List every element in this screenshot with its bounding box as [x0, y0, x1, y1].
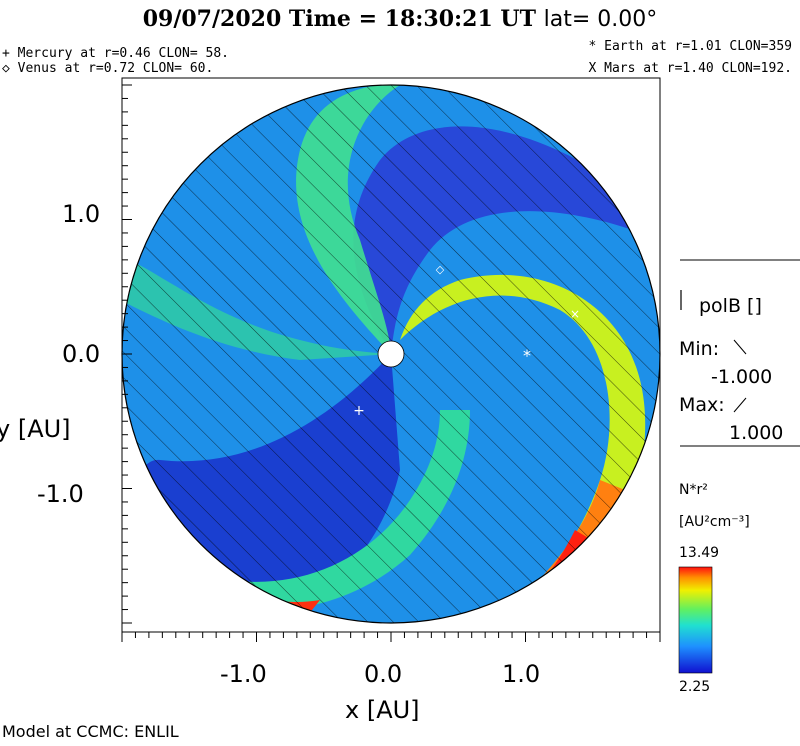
colorbar-min: 2.25: [679, 679, 711, 695]
x-axis-ticks: [121, 632, 661, 642]
title-latitude: lat= 0.00°: [543, 7, 658, 32]
colorbar-max: 13.49: [679, 545, 720, 561]
mercury-marker: +: [353, 403, 365, 419]
colorbar-label: N*r²: [679, 482, 708, 498]
y-tick-0: 0.0: [62, 340, 101, 368]
plot-title: 09/07/2020 Time = 18:30:21 UT lat= 0.00°: [0, 6, 800, 32]
polarity-label: polB []: [699, 295, 762, 317]
sun-circle: [377, 340, 405, 368]
venus-info: ◇ Venus at r=0.72 CLON= 60.: [2, 61, 214, 76]
max-label: Max:: [679, 394, 725, 416]
max-value: 1.000: [729, 422, 784, 444]
x-tick-0: 0.0: [364, 660, 403, 688]
mars-info: X Mars at r=1.40 CLON=192.: [588, 61, 793, 76]
mercury-info: + Mercury at r=0.46 CLON= 58.: [2, 46, 229, 61]
y-tick-1: 1.0: [62, 200, 101, 228]
earth-marker: *: [523, 346, 531, 365]
max-hatch-symbol: [733, 397, 747, 413]
min-hatch-symbol: [733, 339, 747, 355]
x-tick-neg1: -1.0: [220, 660, 267, 688]
min-label: Min:: [679, 338, 720, 360]
title-datetime: 09/07/2020 Time = 18:30:21 UT: [142, 6, 536, 32]
colorbar-units: [AU²cm⁻³]: [679, 514, 750, 530]
y-axis-label: y [AU]: [0, 415, 71, 443]
earth-info: * Earth at r=1.01 CLON=359: [588, 39, 793, 54]
mars-marker: ×: [570, 307, 580, 321]
min-value: -1.000: [711, 366, 773, 388]
density-disk: [122, 85, 660, 623]
x-axis-label: x [AU]: [345, 696, 420, 724]
y-tick-neg1: -1.0: [37, 480, 84, 508]
venus-marker: ◇: [436, 263, 445, 276]
colorbar: [678, 566, 713, 674]
model-credit: Model at CCMC: ENLIL: [2, 722, 179, 741]
y-axis-ticks: [122, 84, 132, 624]
x-tick-1: 1.0: [502, 660, 541, 688]
